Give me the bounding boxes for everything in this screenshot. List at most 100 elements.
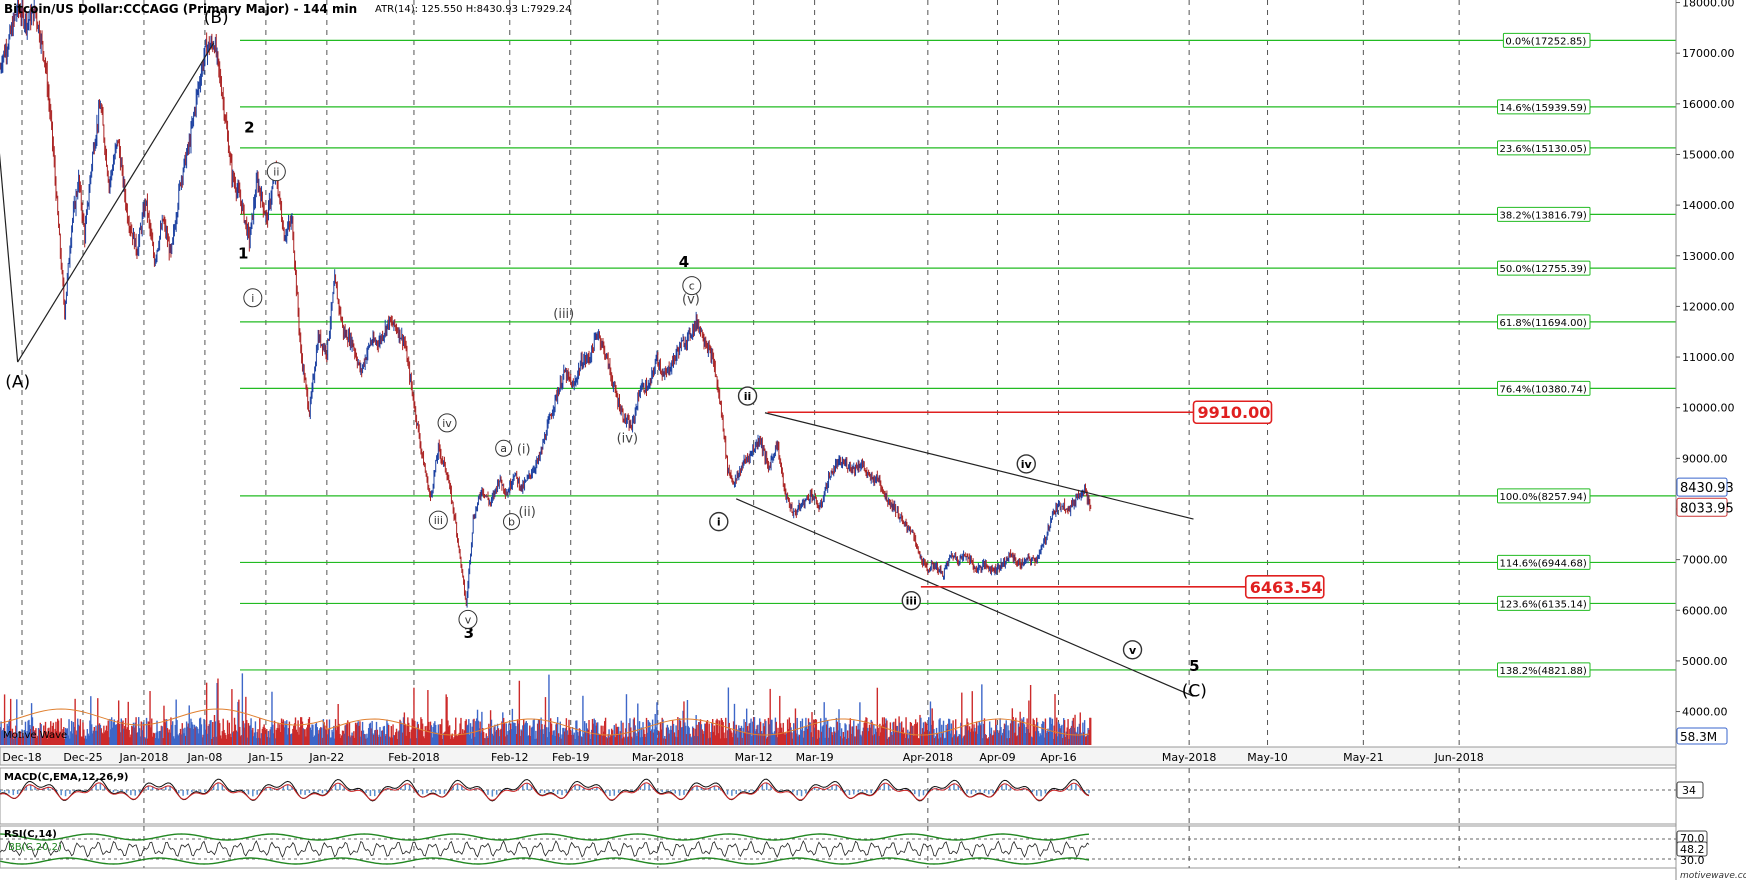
high-price-label: 8430.93 — [1680, 481, 1734, 496]
date-label-1: Dec-25 — [63, 751, 102, 764]
wave-circle-25 — [1122, 640, 1143, 660]
wave-label-13: a — [500, 442, 507, 455]
wave-label-19: c — [689, 280, 695, 293]
trendline-0 — [17, 42, 215, 363]
date-label-14: Apr-16 — [1040, 751, 1076, 764]
main-plot-group: 0.0%(17252.85) 14.6%(15939.59) 23.6%(15130… — [0, 0, 1676, 745]
axis-bg — [1676, 0, 1746, 880]
wave-circle-10 — [437, 413, 457, 433]
volume-tag — [1676, 727, 1728, 745]
price-tick-label-0: 18000.00 — [1682, 0, 1735, 10]
fib-label-4: 50.0%(12755.39) — [1500, 264, 1587, 275]
volume-group — [0, 673, 1092, 745]
high-price-tag — [1676, 477, 1728, 497]
price-tick-label-1: 17000.00 — [1682, 47, 1735, 60]
fib-label-3: 38.2%(13816.79) — [1500, 210, 1587, 221]
wave-circle-22 — [709, 511, 729, 532]
fib-label-7: 100.0%(8257.94) — [1500, 492, 1587, 503]
price-tick-label-14: 4000.00 — [1682, 706, 1728, 719]
wave-label-18: (iv) — [617, 432, 638, 447]
date-label-0: Dec-18 — [2, 751, 41, 764]
fib-box-7 — [1497, 488, 1591, 504]
fib-box-9 — [1497, 595, 1591, 611]
price-tick-label-4: 14000.00 — [1682, 199, 1735, 212]
volume-ma — [0, 708, 1090, 736]
wave-label-25: v — [1129, 644, 1137, 657]
wave-circle-12 — [458, 609, 478, 629]
rsi-value-mid: 48.2 — [1680, 843, 1705, 856]
fib-label-2: 23.6%(15130.05) — [1500, 144, 1587, 155]
wave-label-24: iv — [1021, 458, 1033, 471]
date-label-12: Apr-2018 — [903, 751, 953, 764]
price-tick-label-12: 6000.00 — [1682, 604, 1728, 617]
wave-circle-19 — [682, 276, 702, 296]
rsi-panel — [0, 825, 1677, 869]
date-label-18: Jun-2018 — [1434, 751, 1484, 764]
wave-label-20: (v) — [682, 292, 700, 307]
chart-title: Bitcoin/US Dollar:CCCAGG (Primary Major)… — [4, 2, 358, 16]
current-price-label: 8033.95 — [1680, 501, 1734, 516]
wave-label-11: iii — [434, 514, 443, 527]
fib-label-6: 76.4%(10380.74) — [1500, 384, 1587, 395]
fib-box-10 — [1497, 662, 1591, 678]
fib-label-0: 0.0%(17252.85) — [1505, 36, 1586, 47]
trendline-3 — [735, 498, 1194, 697]
date-label-17: May-21 — [1343, 751, 1384, 764]
date-label-7: Feb-12 — [491, 751, 528, 764]
price-tick-label-11: 7000.00 — [1682, 554, 1728, 567]
wave-label-22: i — [717, 516, 721, 529]
wave-label-9: i — [251, 292, 254, 305]
fib-label-5: 61.8%(11694.00) — [1500, 318, 1587, 329]
wave-label-0: (A) — [5, 372, 30, 392]
date-label-3: Jan-08 — [186, 751, 222, 764]
date-label-13: Apr-09 — [979, 751, 1015, 764]
rsi-mid-tag — [1676, 841, 1708, 857]
fib-box-5 — [1497, 314, 1591, 330]
wave-label-7: 5 — [1189, 657, 1199, 675]
macd-value-tag — [1676, 781, 1704, 799]
price-tick-label-7: 11000.00 — [1682, 351, 1735, 364]
fib-label-8: 114.6%(6944.68) — [1500, 558, 1587, 569]
date-label-4: Jan-15 — [247, 751, 283, 764]
rsi-value-low: 30.0 — [1680, 854, 1705, 867]
wave-label-4: 1 — [238, 244, 248, 262]
wave-label-6: 4 — [679, 253, 689, 271]
date-label-11: Mar-19 — [796, 751, 834, 764]
fib-box-2 — [1497, 140, 1591, 156]
fib-label-9: 123.6%(6135.14) — [1500, 599, 1587, 610]
fib-label-10: 138.2%(4821.88) — [1500, 666, 1587, 677]
watermark: motivewave.com — [1680, 871, 1746, 880]
fib-label-1: 14.6%(15939.59) — [1500, 103, 1587, 114]
wave-label-15: (i) — [517, 442, 531, 457]
rsi-line — [0, 840, 1090, 858]
wave-circle-14 — [503, 513, 521, 531]
price-tick-label-6: 12000.00 — [1682, 300, 1735, 313]
date-label-5: Jan-22 — [308, 751, 344, 764]
rsi-bb-upper — [0, 833, 1090, 841]
date-axis-strip — [0, 746, 1677, 766]
price-panel-bg — [0, 0, 1676, 747]
volume-value-label: 58.3M — [1680, 730, 1717, 744]
wave-label-21: ii — [744, 390, 752, 403]
fib-box-6 — [1497, 380, 1591, 396]
fib-box-4 — [1497, 260, 1591, 276]
target-box-1 — [1244, 574, 1325, 599]
price-tick-label-2: 16000.00 — [1682, 98, 1735, 111]
fib-box-8 — [1497, 554, 1591, 570]
wave-circle-13 — [495, 439, 513, 457]
wave-label-1: (B) — [204, 8, 229, 28]
candles-group — [0, 0, 1092, 608]
wave-label-12: v — [465, 613, 472, 626]
wave-label-16: (ii) — [518, 505, 535, 520]
fib-box-0 — [1502, 32, 1591, 48]
wave-circle-23 — [901, 590, 921, 611]
wave-circle-11 — [428, 510, 448, 530]
macd-value: 34 — [1682, 784, 1696, 797]
date-label-16: May-10 — [1247, 751, 1288, 764]
wave-label-5: 3 — [464, 624, 474, 642]
wave-label-23: iii — [906, 595, 917, 608]
trendline-2 — [764, 412, 1194, 520]
current-price-tag — [1676, 497, 1728, 517]
rsi-bb-label: BB(C,20,2) — [8, 842, 62, 853]
